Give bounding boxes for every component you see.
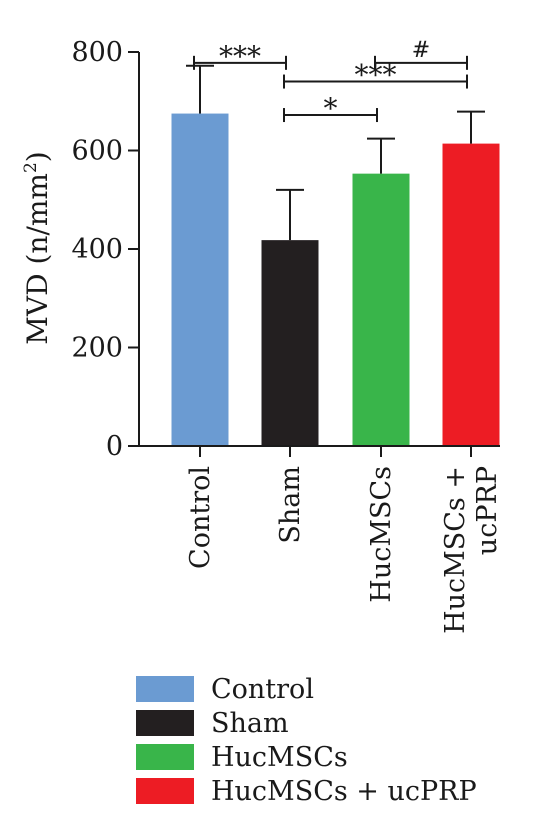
legend-swatch-sham	[136, 710, 194, 736]
legend-item-hucmscs-ucprp: HucMSCs + ucPRP	[136, 774, 477, 808]
legend-item-hucmscs: HucMSCs	[136, 740, 477, 774]
legend-label-hucmscs: HucMSCs	[211, 741, 348, 773]
significance-sham-vs-hucmscs-ucprp-label: ***	[355, 59, 397, 92]
legend-label-sham: Sham	[211, 707, 289, 739]
significance-sham-vs-hucmscs-label: *	[324, 92, 338, 125]
x-tick-label-hucmscs-ucprp-line1: HucMSCs +	[440, 466, 471, 634]
significance-hucmscs-vs-hucmscs-ucprp-label: #	[412, 38, 430, 63]
legend-swatch-control	[136, 676, 194, 702]
bar-chart: 0 200 400 600 800 Control Sham HucMSCs HucMSCs +…	[21, 37, 503, 634]
plot-area: 0 200 400 600 800 Control Sham HucMSCs HucMSCs +…	[71, 37, 503, 634]
legend-item-control: Control	[136, 672, 477, 706]
y-tick-label-400: 400	[71, 234, 123, 265]
legend: Control Sham HucMSCs HucMSCs + ucPRP	[136, 672, 477, 808]
legend-swatch-hucmscs-ucprp	[136, 778, 194, 804]
bar-hucmscs-ucprp	[442, 143, 500, 447]
x-tick-label-sham: Sham	[275, 466, 306, 544]
bar-sham	[261, 240, 319, 446]
y-tick-label-800: 800	[71, 37, 123, 68]
x-tick-label-hucmscs: HucMSCs	[366, 466, 397, 603]
legend-item-sham: Sham	[136, 706, 477, 740]
legend-label-hucmscs-ucprp: HucMSCs + ucPRP	[211, 775, 477, 807]
y-tick-label-600: 600	[71, 136, 123, 167]
x-tick-label-hucmscs-ucprp-line2: ucPRP	[472, 466, 503, 555]
x-tick-label-control: Control	[185, 466, 216, 569]
legend-swatch-hucmscs	[136, 744, 194, 770]
y-tick-label-200: 200	[71, 333, 123, 364]
legend-label-control: Control	[211, 673, 314, 705]
y-axis-label: MVD (n/mm2)	[21, 151, 54, 345]
bar-hucmscs	[352, 173, 410, 446]
y-tick-label-0: 0	[106, 431, 123, 462]
significance-control-vs-sham-label: ***	[219, 40, 261, 73]
bar-control	[171, 113, 229, 446]
